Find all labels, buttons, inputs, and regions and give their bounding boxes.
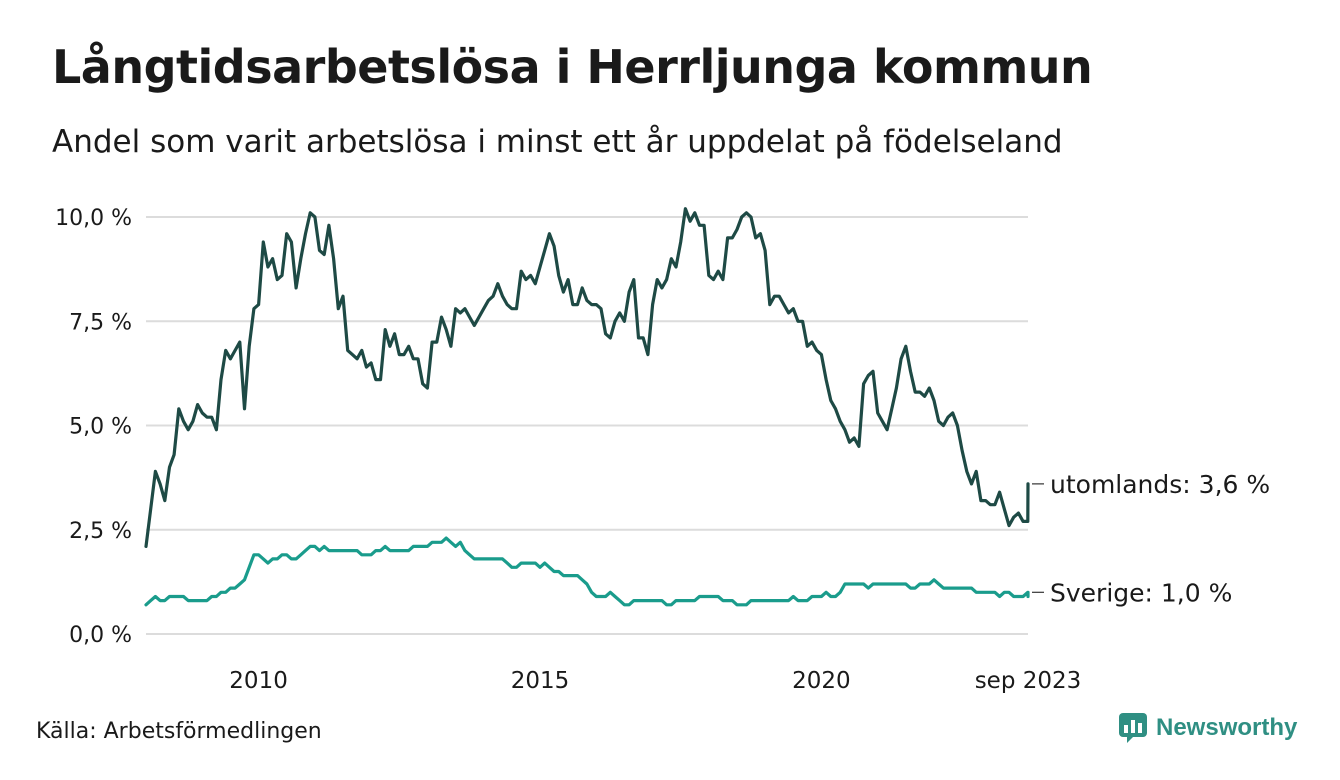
grid-lines <box>146 216 1028 635</box>
end-label-utomlands: utomlands: 3,6 % <box>1050 470 1270 499</box>
y-axis-ticks: 0,0 % 2,5 % 5,0 % 7,5 % 10,0 % <box>55 206 132 648</box>
y-tick-label: 10,0 % <box>55 206 132 231</box>
y-tick-label: 7,5 % <box>69 310 132 335</box>
brand-name: Newsworthy <box>1156 714 1298 741</box>
series-lines <box>144 207 1030 607</box>
brand-logo: Newsworthy <box>1118 712 1297 744</box>
x-tick-label: 2015 <box>511 668 570 694</box>
x-tick-label: 2020 <box>792 668 851 694</box>
chart-subtitle: Andel som varit arbetslösa i minst ett å… <box>52 124 1063 160</box>
source-note: Källa: Arbetsförmedlingen <box>36 719 322 744</box>
y-tick-label: 5,0 % <box>69 415 132 440</box>
x-axis-ticks: 2010 2015 2020 sep 2023 <box>229 668 1081 694</box>
end-label-sverige: Sverige: 1,0 % <box>1050 578 1232 607</box>
x-tick-label: 2010 <box>229 668 288 694</box>
y-tick-label: 2,5 % <box>69 519 132 544</box>
y-tick-label: 0,0 % <box>69 623 132 648</box>
end-labels: utomlands: 3,6 % Sverige: 1,0 % <box>1032 470 1270 607</box>
series-line-utomlands <box>144 207 1030 548</box>
x-tick-label: sep 2023 <box>975 668 1082 694</box>
series-line-sverige <box>144 536 1030 607</box>
newsworthy-icon <box>1119 713 1147 743</box>
chart-title: Långtidsarbetslösa i Herrljunga kommun <box>52 40 1093 94</box>
